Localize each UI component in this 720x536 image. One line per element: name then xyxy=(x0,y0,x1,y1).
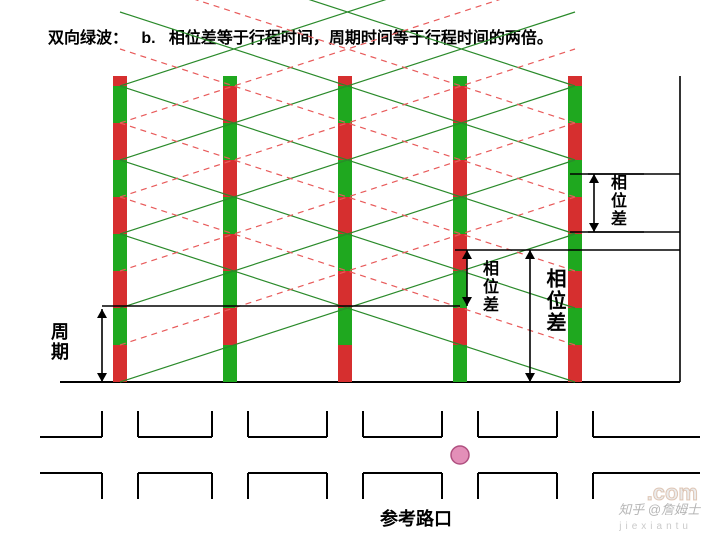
cycle-label: 周期 xyxy=(46,322,72,362)
phase-diff-label-3: 相位差 xyxy=(604,174,628,228)
phase-diff-label-1: 相位差 xyxy=(476,260,500,314)
watermark-zhihu: 知乎 @詹姆士 xyxy=(618,499,700,518)
reference-intersection-label: 参考路口 xyxy=(380,505,452,531)
watermark-jxt: jiexiantu xyxy=(619,521,692,532)
phase-diff-label-2: 相位差 xyxy=(540,268,569,334)
greenwave-diagram xyxy=(0,0,720,536)
